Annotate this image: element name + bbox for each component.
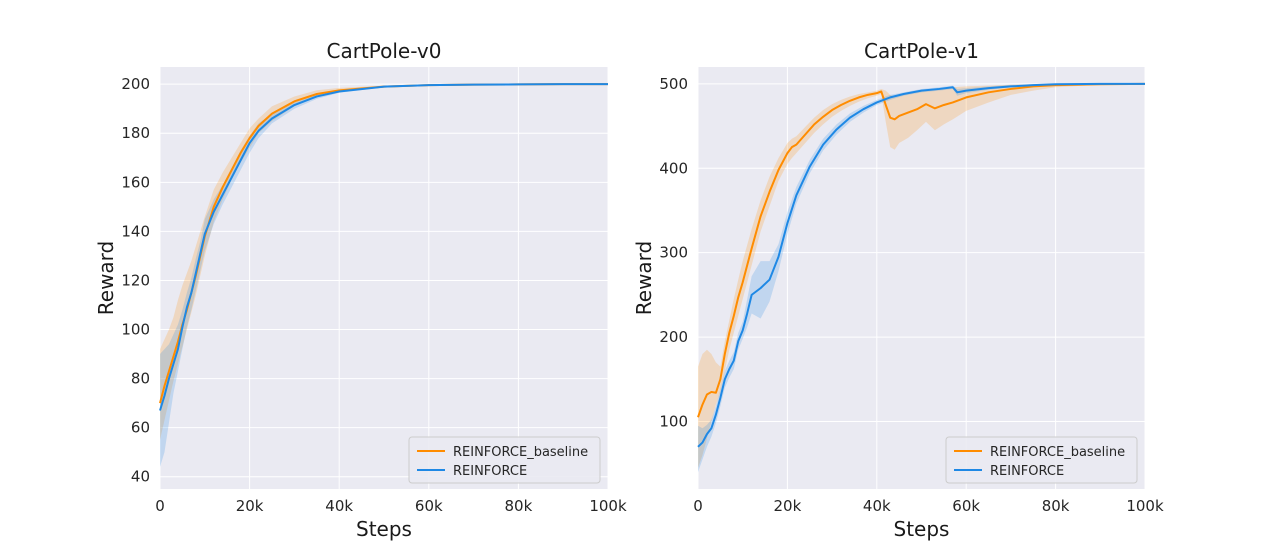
x-tick-label: 20k (236, 497, 264, 515)
series-line-reinforce (697, 82, 1145, 448)
legend-entry: REINFORCE (990, 464, 1064, 479)
y-axis-label: Reward (632, 241, 656, 315)
y-tick-label: 200 (121, 75, 150, 93)
y-tick-label: 500 (659, 75, 688, 93)
y-axis-label: Reward (94, 241, 118, 315)
plot-area (160, 67, 608, 489)
y-tick-label: 120 (121, 271, 150, 289)
x-tick-label: 80k (1042, 497, 1070, 515)
x-tick-label: 20k (774, 497, 802, 515)
y-tick-label: 200 (659, 328, 688, 346)
x-tick-label: 60k (415, 497, 443, 515)
y-tick-label: 80 (131, 370, 150, 388)
y-tick-label: 160 (121, 173, 150, 191)
legend: REINFORCE_baseline REINFORCE (945, 436, 1138, 484)
x-tick-label: 0 (693, 497, 703, 515)
y-tick-label: 180 (121, 124, 150, 142)
series-line-reinforce (159, 83, 608, 411)
legend: REINFORCE_baseline REINFORCE (408, 436, 601, 484)
legend-entry: REINFORCE_baseline (990, 445, 1125, 460)
x-tick-label: 40k (325, 497, 353, 515)
legend-entry: REINFORCE_baseline (453, 445, 588, 460)
plot-area (698, 67, 1145, 489)
y-tick-label: 140 (121, 222, 150, 240)
legend-box (945, 436, 1138, 484)
x-tick-label: 100k (589, 497, 627, 515)
chart-title: CartPole-v1 (864, 39, 979, 63)
y-tick-label: 400 (659, 159, 688, 177)
series-line-reinforce-baseline (697, 82, 1146, 418)
chart-cartpole-v0: 0 20k 40k 60k 80k 100k 40 60 80 100 120 140 160 180 20… (94, 39, 627, 541)
y-tick-label: 100 (121, 321, 150, 339)
y-tick-label: 40 (131, 468, 150, 486)
x-tick-label: 0 (155, 497, 165, 515)
y-tick-label: 100 (659, 412, 688, 430)
y-tick-label: 300 (659, 244, 688, 262)
chart-title: CartPole-v0 (327, 39, 442, 63)
legend-entry: REINFORCE (453, 464, 527, 479)
chart-cartpole-v1: 0 20k 40k 60k 80k 100k 100 200 300 400 500 CartPole… (632, 39, 1164, 541)
x-axis-label: Steps (894, 517, 950, 541)
x-tick-label: 60k (952, 497, 980, 515)
x-tick-label: 80k (505, 497, 533, 515)
y-tick-label: 60 (131, 419, 150, 437)
x-axis-label: Steps (356, 517, 412, 541)
legend-box (408, 436, 601, 484)
x-tick-label: 100k (1126, 497, 1164, 515)
x-tick-label: 40k (863, 497, 891, 515)
